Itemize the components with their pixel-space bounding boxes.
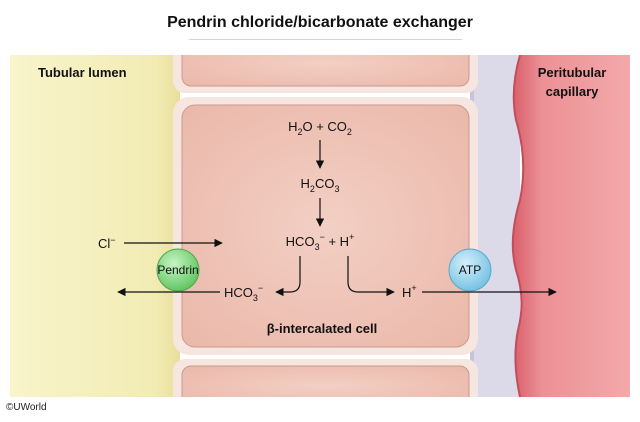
atp-label: ATP xyxy=(459,263,481,277)
cell-label: β-intercalated cell xyxy=(267,321,378,336)
reaction-h2co3: H2CO3 xyxy=(301,176,340,194)
bicarbonate-path-arrow xyxy=(275,256,301,297)
reaction-hco3-h: HCO3− + H+ xyxy=(286,232,355,252)
atpase-pump: ATP xyxy=(448,248,492,292)
reaction-h2o-co2: H2O + CO2 xyxy=(288,119,352,137)
proton-ion-label: H+ xyxy=(402,283,417,300)
chloride-ion-label: Cl− xyxy=(98,235,116,251)
pendrin-label: Pendrin xyxy=(157,263,198,277)
tubular-lumen-region xyxy=(10,55,180,397)
peritubular-capillary-label-line2: capillary xyxy=(546,84,600,99)
beta-intercalated-cell xyxy=(181,104,470,348)
peritubular-capillary-label-line1: Peritubular xyxy=(538,65,607,80)
interstitium-region xyxy=(470,55,520,397)
copyright-credit: ©UWorld xyxy=(6,402,47,413)
diagram-title: Pendrin chloride/bicarbonate exchanger xyxy=(167,14,473,31)
peritubular-capillary-region xyxy=(512,55,630,397)
proton-path-arrow xyxy=(347,256,395,297)
pendrin-transporter: Pendrin xyxy=(156,248,200,292)
tubular-lumen-label: Tubular lumen xyxy=(38,65,127,80)
bicarbonate-ion-label: HCO3− xyxy=(224,283,263,303)
